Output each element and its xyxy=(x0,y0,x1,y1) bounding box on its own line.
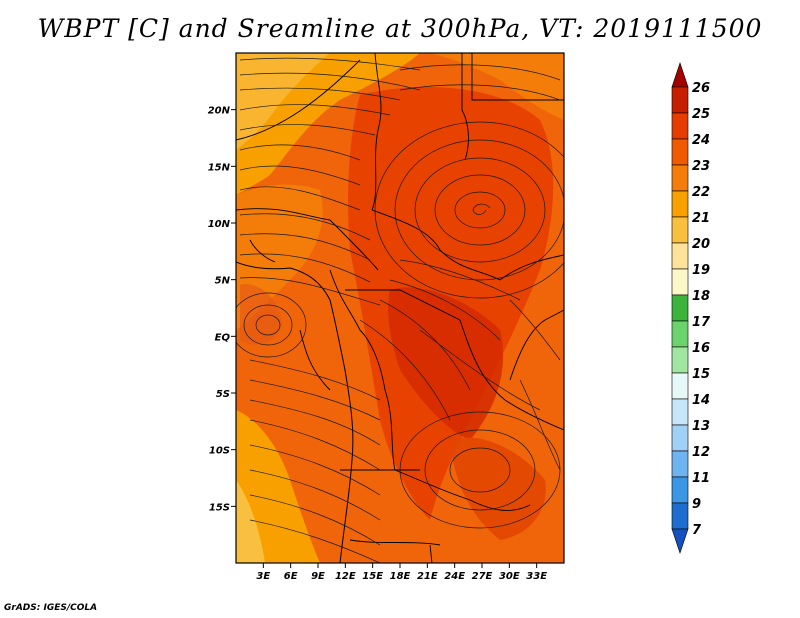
wbpt-field-25 xyxy=(388,287,504,440)
colorbar-label: 24 xyxy=(692,133,710,148)
x-axis: 3E 6E 9E 12E 15E 18E 21E 24E 27E 30E 33E xyxy=(256,563,547,582)
colorbar-segment xyxy=(671,450,689,478)
colorbar-label: 19 xyxy=(692,263,710,278)
x-tick-label: 15E xyxy=(362,571,383,582)
colorbar-label: 18 xyxy=(692,289,710,304)
colorbar-label: 22 xyxy=(692,185,710,200)
colorbar-label: 21 xyxy=(692,211,710,226)
colorbar-label: 13 xyxy=(692,419,710,434)
y-tick-label: 15N xyxy=(208,162,231,173)
plot-title: WBPT [C] and Sreamline at 300hPa, VT: 20… xyxy=(37,14,763,43)
colorbar-label: 26 xyxy=(692,81,710,96)
wbpt-field-20-sw xyxy=(236,480,265,563)
colorbar-segment xyxy=(671,138,689,166)
colorbar-extend-top xyxy=(671,62,689,88)
wbpt-field-20 xyxy=(236,53,330,150)
y-tick-label: 20N xyxy=(208,106,231,117)
x-tick-label: 33E xyxy=(526,571,547,582)
colorbar-segment xyxy=(671,190,689,218)
colorbar-label: 14 xyxy=(692,393,710,408)
x-tick-label: 12E xyxy=(335,571,356,582)
colorbar-label: 16 xyxy=(692,341,710,356)
colorbar-label: 12 xyxy=(692,445,710,460)
y-tick-label: 10N xyxy=(208,219,231,230)
colorbar-label: 20 xyxy=(692,237,710,252)
wbpt-field-22-ne xyxy=(430,53,564,120)
colorbar-segment xyxy=(671,424,689,452)
x-tick-label: 3E xyxy=(256,571,270,582)
colorbar-segment xyxy=(671,294,689,322)
colorbar-segment xyxy=(671,86,689,114)
colorbar-segment xyxy=(671,112,689,140)
colorbar-segment xyxy=(671,242,689,270)
colorbar-label: 9 xyxy=(692,497,701,512)
grads-credit: GrADS: IGES/COLA xyxy=(4,603,98,613)
wbpt-field-24-south xyxy=(450,437,546,540)
y-tick-label: 15S xyxy=(209,502,230,513)
coastline-west xyxy=(236,261,354,563)
y-tick-label: 10S xyxy=(209,446,230,457)
y-axis: 20N 15N 10N 5N EQ 5S 10S 15S xyxy=(208,106,236,513)
colorbar-segment xyxy=(671,476,689,504)
x-tick-label: 24E xyxy=(444,571,465,582)
x-tick-label: 6E xyxy=(284,571,298,582)
streamlines xyxy=(236,57,564,563)
country-borders xyxy=(236,53,564,563)
colorbar-label: 25 xyxy=(692,107,710,122)
colorbar-segment xyxy=(671,320,689,348)
colorbar-segment xyxy=(671,502,689,530)
colorbar-segment xyxy=(671,398,689,426)
x-tick-label: 9E xyxy=(311,571,325,582)
colorbar-label: 23 xyxy=(692,159,710,174)
wbpt-field-21-sw xyxy=(236,410,320,563)
y-tick-label: 5N xyxy=(215,276,231,287)
y-tick-label: EQ xyxy=(215,332,231,343)
colorbar-segment xyxy=(671,216,689,244)
map-panel xyxy=(236,53,564,563)
y-tick-label: 5S xyxy=(216,389,230,400)
colorbar-extend-bottom xyxy=(671,528,689,554)
x-tick-label: 27E xyxy=(472,571,493,582)
colorbar-label: 11 xyxy=(692,471,710,486)
x-tick-label: 18E xyxy=(390,571,411,582)
colorbar-segment xyxy=(671,268,689,296)
x-tick-label: 21E xyxy=(417,571,438,582)
colorbar-segment xyxy=(671,372,689,400)
colorbar-label: 17 xyxy=(692,315,711,330)
colorbar-label: 15 xyxy=(692,367,710,382)
colorbar: 26 25 24 23 22 21 20 19 18 17 16 15 14 13 12 11 9 7 xyxy=(671,62,711,554)
wbpt-field-23-gulf xyxy=(240,284,282,345)
colorbar-label: 7 xyxy=(692,523,702,538)
x-tick-label: 30E xyxy=(499,571,520,582)
colorbar-segment xyxy=(671,346,689,374)
colorbar-segment xyxy=(671,164,689,192)
